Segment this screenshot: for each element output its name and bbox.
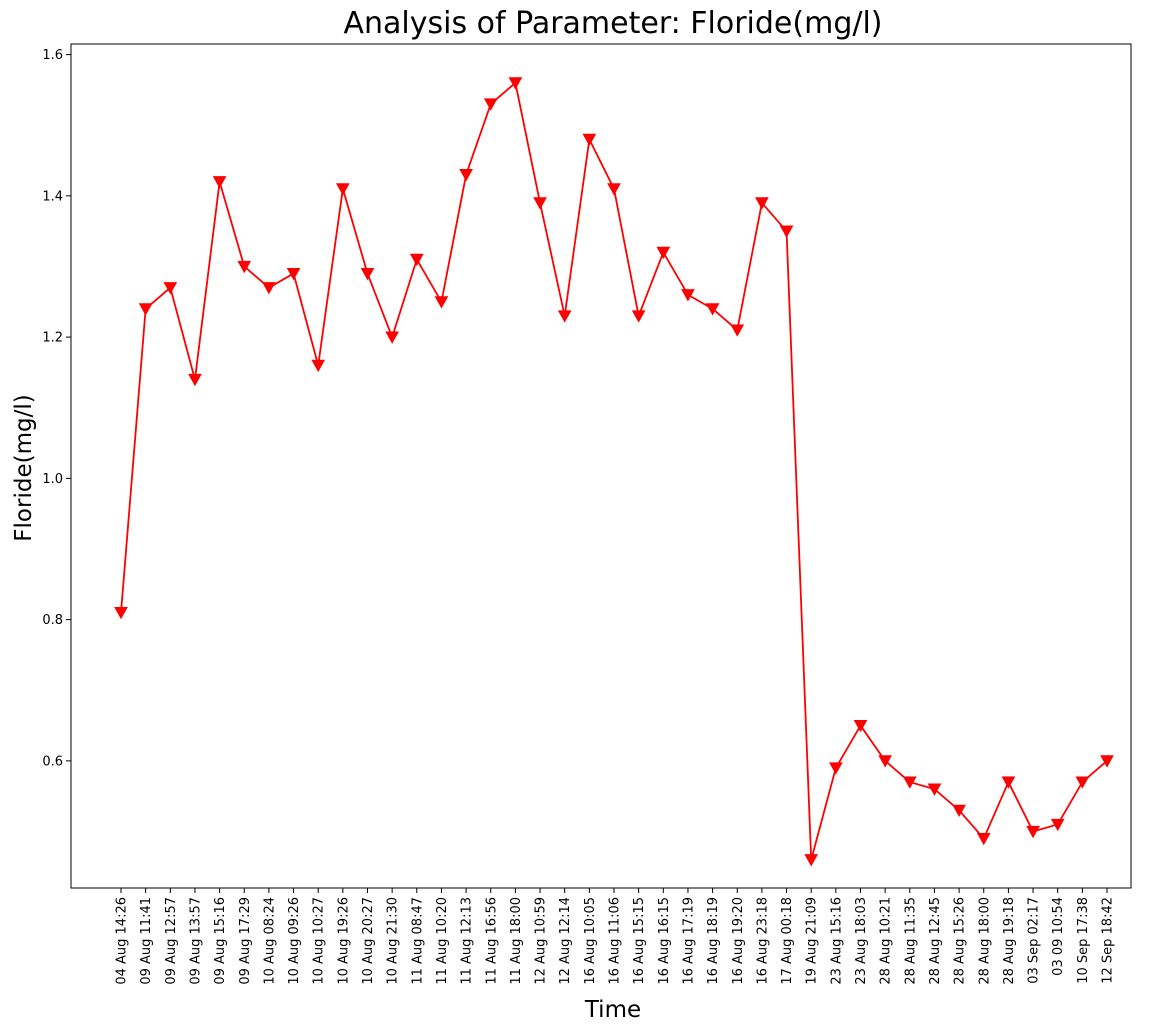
data-point bbox=[1100, 755, 1114, 768]
data-point bbox=[360, 267, 375, 281]
data-point bbox=[1050, 818, 1065, 832]
data-point bbox=[508, 77, 523, 90]
data-point bbox=[853, 719, 868, 733]
x-tick-label: 28 Aug 15:26 bbox=[953, 897, 968, 985]
x-tick-label: 11 Aug 08:47 bbox=[410, 897, 425, 985]
y-axis-label: Floride(mg/l) bbox=[11, 394, 37, 541]
x-tick-label: 12 Aug 10:59 bbox=[534, 897, 549, 985]
y-tick-label: 0.6 bbox=[42, 754, 63, 769]
x-tick-label: 11 Aug 12:13 bbox=[460, 897, 475, 985]
x-tick-label: 28 Aug 18:00 bbox=[977, 897, 992, 985]
y-tick-label: 0.8 bbox=[42, 613, 63, 628]
plot-frame bbox=[70, 43, 1132, 889]
y-tick-label: 1.0 bbox=[42, 472, 63, 487]
x-tick-label: 16 Aug 18:19 bbox=[706, 897, 721, 985]
series-line bbox=[120, 81, 1108, 861]
data-point bbox=[1026, 825, 1040, 839]
x-axis: 04 Aug 14:26 09 Aug 11:41 09 Aug 12:57 09 A… bbox=[115, 888, 1116, 985]
data-point bbox=[705, 303, 720, 316]
x-tick-label: 17 Aug 00:18 bbox=[780, 897, 795, 985]
y-tick-label: 1.4 bbox=[42, 189, 63, 204]
data-point bbox=[533, 197, 547, 210]
x-tick-label: 16 Aug 10:05 bbox=[583, 897, 598, 985]
plot-area bbox=[114, 77, 1114, 867]
x-tick-label: 09 Aug 17:29 bbox=[238, 897, 253, 985]
x-tick-label: 10 Aug 20:27 bbox=[361, 897, 376, 985]
x-tick-label: 10 Aug 09:26 bbox=[287, 897, 302, 985]
x-tick-label: 16 Aug 16:15 bbox=[657, 897, 672, 985]
y-axis: 0.6 0.8 1.0 1.2 1.4 1.6 bbox=[42, 48, 71, 769]
y-tick-label: 1.2 bbox=[42, 331, 63, 346]
data-point bbox=[976, 832, 991, 846]
x-tick-label: 10 Aug 19:26 bbox=[336, 897, 351, 985]
x-tick-label: 16 Aug 19:20 bbox=[731, 897, 746, 985]
data-point bbox=[311, 359, 326, 373]
data-point bbox=[114, 606, 128, 620]
chart-title: Analysis of Parameter: Floride(mg/l) bbox=[343, 6, 882, 41]
data-point bbox=[557, 310, 572, 323]
x-tick-label: 16 Aug 23:18 bbox=[755, 897, 770, 985]
data-point bbox=[878, 755, 892, 768]
data-point bbox=[385, 331, 399, 344]
data-point bbox=[927, 783, 942, 796]
data-point bbox=[286, 267, 301, 281]
data-point bbox=[483, 98, 498, 111]
y-tick-label: 1.6 bbox=[42, 48, 63, 63]
data-point bbox=[631, 310, 646, 323]
x-tick-label: 23 Aug 15:16 bbox=[829, 897, 844, 985]
x-tick-label: 19 Aug 21:09 bbox=[805, 897, 820, 985]
data-point bbox=[459, 169, 473, 182]
data-point bbox=[779, 225, 794, 238]
x-tick-label: 28 Aug 10:21 bbox=[879, 897, 894, 985]
x-tick-label: 28 Aug 19:18 bbox=[1002, 897, 1017, 985]
data-point bbox=[262, 282, 276, 295]
x-tick-label: 16 Aug 15:15 bbox=[632, 897, 647, 985]
x-tick-label: 04 Aug 14:26 bbox=[115, 897, 130, 985]
x-axis-label: Time bbox=[584, 997, 641, 1023]
x-tick-label: 12 Aug 12:14 bbox=[558, 897, 573, 985]
data-point bbox=[188, 373, 202, 387]
data-point bbox=[607, 183, 621, 196]
data-point bbox=[163, 282, 178, 295]
data-point bbox=[1075, 776, 1090, 789]
data-point bbox=[681, 289, 695, 302]
data-point bbox=[902, 776, 917, 789]
x-tick-label: 09 Aug 11:41 bbox=[139, 897, 154, 985]
x-tick-label: 09 Aug 15:16 bbox=[213, 897, 228, 985]
data-point bbox=[409, 253, 424, 267]
x-tick-label: 28 Aug 11:35 bbox=[903, 897, 918, 985]
x-tick-label: 10 Sep 17:38 bbox=[1076, 897, 1091, 984]
x-tick-label: 03 Sep 02:17 bbox=[1027, 897, 1042, 984]
x-tick-label: 16 Aug 17:19 bbox=[681, 897, 696, 985]
data-point bbox=[1001, 776, 1016, 789]
x-tick-label: 10 Aug 21:30 bbox=[386, 897, 401, 985]
x-tick-label: 16 Aug 11:06 bbox=[608, 897, 623, 985]
data-point bbox=[434, 296, 449, 309]
x-tick-label: 11 Aug 18:00 bbox=[509, 897, 524, 985]
x-tick-label: 09 Aug 12:57 bbox=[164, 897, 179, 985]
x-tick-label: 10 Aug 08:24 bbox=[262, 897, 277, 985]
x-tick-label: 11 Aug 16:56 bbox=[484, 897, 499, 985]
x-tick-label: 10 Aug 10:27 bbox=[312, 897, 327, 985]
x-tick-label: 11 Aug 10:20 bbox=[435, 897, 450, 985]
x-tick-label: 12 Sep 18:42 bbox=[1101, 897, 1116, 984]
data-point bbox=[656, 246, 671, 260]
data-point bbox=[829, 762, 843, 775]
data-point bbox=[730, 324, 745, 337]
data-point bbox=[237, 260, 252, 274]
data-point bbox=[138, 303, 153, 316]
data-point bbox=[952, 804, 966, 818]
x-tick-label: 23 Aug 18:03 bbox=[854, 897, 869, 985]
x-tick-label: 28 Aug 12:45 bbox=[928, 897, 943, 985]
x-tick-label: 09 Aug 13:57 bbox=[188, 897, 203, 985]
data-point bbox=[804, 854, 819, 867]
x-tick-label: 03 09 10:54 bbox=[1051, 897, 1066, 976]
data-point bbox=[755, 197, 769, 210]
data-point bbox=[212, 176, 227, 189]
data-point bbox=[336, 183, 350, 196]
data-point bbox=[582, 133, 597, 147]
